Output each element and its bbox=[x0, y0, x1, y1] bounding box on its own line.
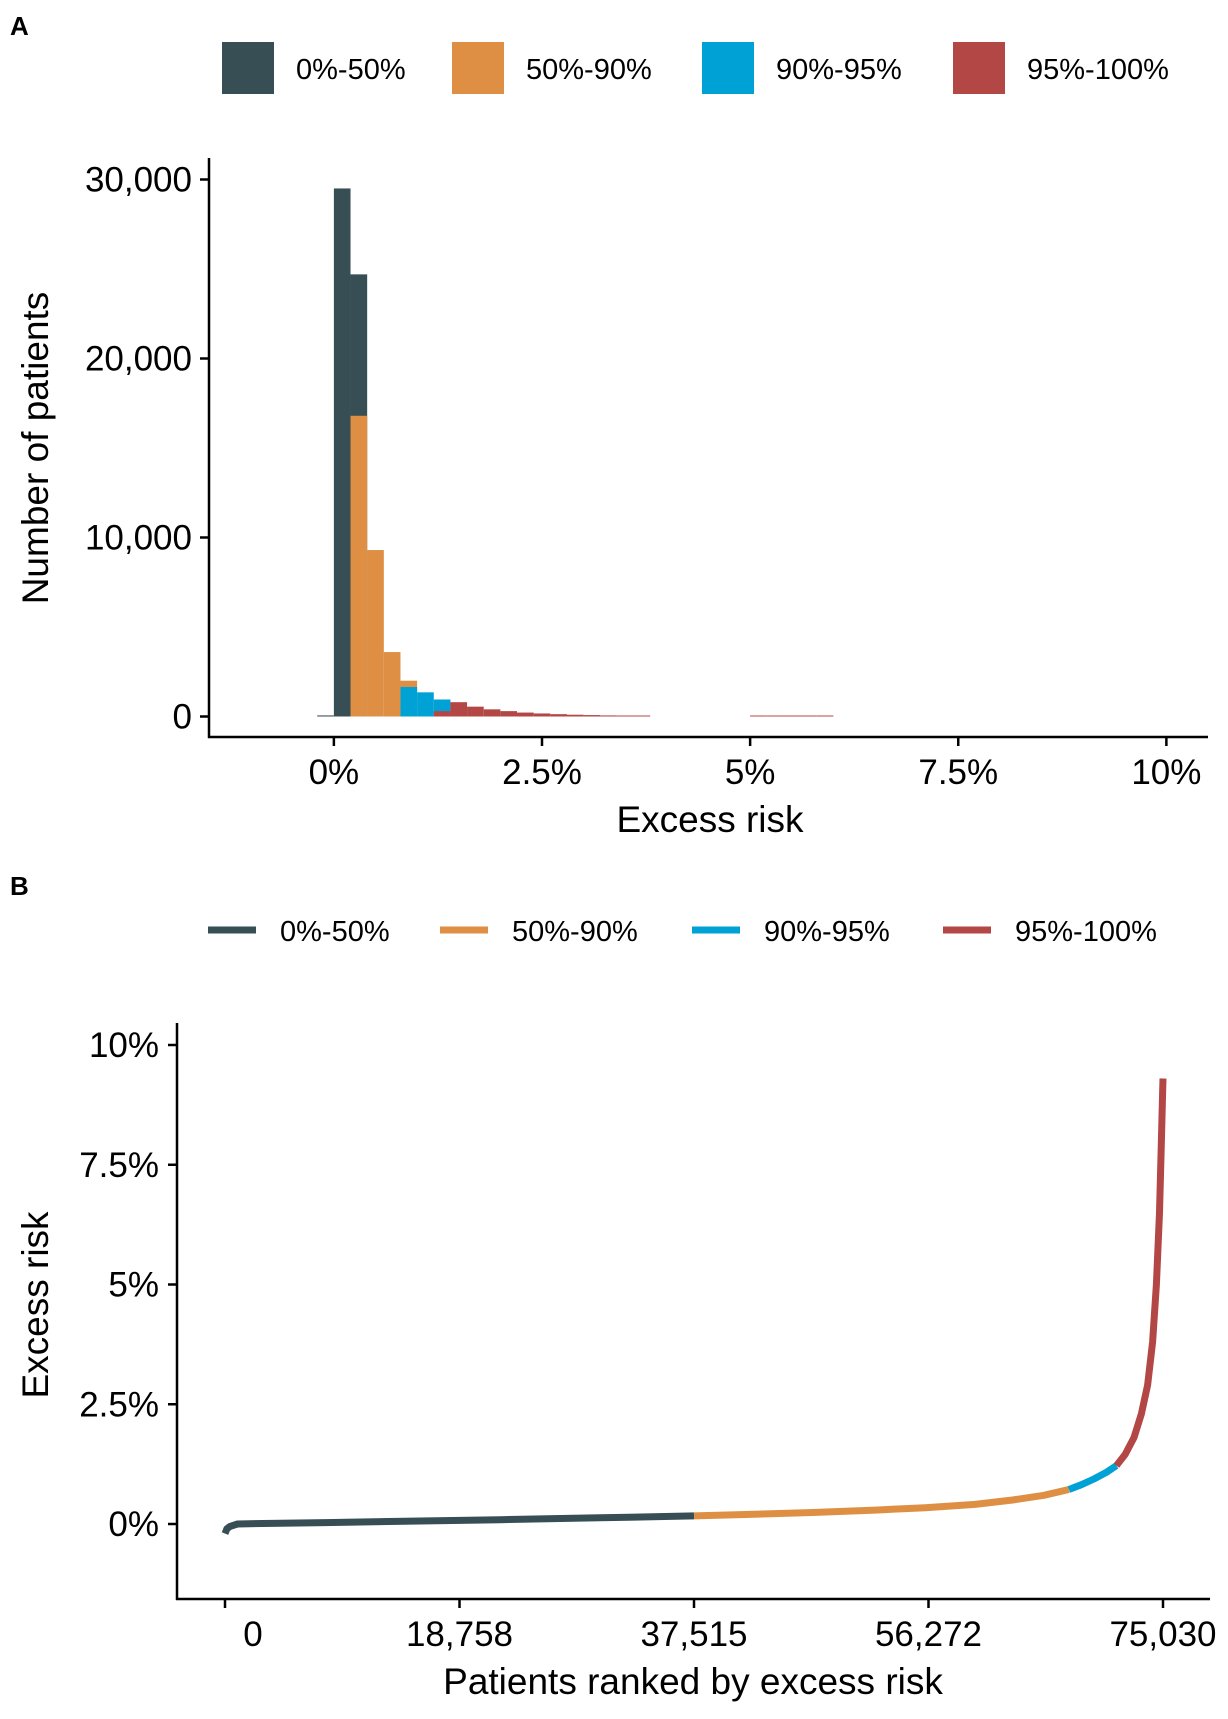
panel-a-legend: 0%-50% 50%-90% 90%-95% 95%-100% bbox=[222, 42, 1169, 94]
histogram-bar-95pct-100pct-10 bbox=[433, 711, 451, 717]
histogram-bar-95pct-100pct-17 bbox=[550, 714, 567, 717]
legend-a-key-0pct-50pct bbox=[222, 42, 274, 94]
panel-a-y-tick-label-2: 20,000 bbox=[85, 340, 192, 379]
panel-b-ticks: 0% 2.5% 5% 7.5% 10% 0 18,758 37,515 56,272 75,030 bbox=[79, 1026, 1216, 1654]
panel-a-y-tick-label-3: 30,000 bbox=[85, 161, 192, 200]
panel-b-y-tick-label-0: 0% bbox=[108, 1505, 159, 1544]
panel-b-lines bbox=[221, 1078, 1167, 1535]
legend-a-label-95pct-100pct: 95%-100% bbox=[1027, 54, 1169, 86]
histogram-bar-95pct-100pct-15 bbox=[517, 712, 534, 717]
histogram-bar-50pct-90pct-3 bbox=[350, 415, 368, 717]
panel-b-y-axis-title: Excess risk bbox=[15, 1211, 56, 1399]
panel-a-label: A bbox=[10, 11, 29, 41]
panel-b-x-tick-label-1: 18,758 bbox=[406, 1615, 513, 1654]
panel-a-x-tick-label-0: 0% bbox=[309, 753, 360, 792]
histogram-bar-95pct-100pct-21 bbox=[616, 715, 634, 717]
histogram-bar-95pct-100pct-12 bbox=[467, 706, 484, 717]
histogram-bar-95pct-100pct-13 bbox=[483, 709, 501, 717]
panel-a: A 0%-50% 50%-90% 90%-95% 95%-100% 0 10,000 20… bbox=[10, 11, 1208, 840]
panel-a-x-tick-label-3: 7.5% bbox=[918, 753, 998, 792]
panel-b-label: B bbox=[10, 871, 29, 901]
histogram-bar-95pct-100pct-18 bbox=[566, 714, 584, 717]
legend-a-label-90pct-95pct: 90%-95% bbox=[776, 54, 902, 86]
panel-a-x-tick-label-4: 10% bbox=[1131, 753, 1201, 792]
panel-b-y-tick-label-4: 10% bbox=[89, 1026, 159, 1065]
panel-a-y-tick-label-1: 10,000 bbox=[85, 519, 192, 558]
panel-b-y-tick-label-1: 2.5% bbox=[79, 1385, 159, 1424]
histogram-bar-95pct-100pct-22 bbox=[633, 715, 651, 717]
histogram-bar-95pct-100pct-24 bbox=[766, 715, 784, 717]
histogram-bar-95pct-100pct-14 bbox=[500, 711, 518, 717]
panel-a-axes bbox=[207, 158, 1208, 739]
legend-b-label-50pct-90pct: 50%-90% bbox=[512, 916, 638, 948]
panel-b-x-tick-label-3: 56,272 bbox=[875, 1615, 982, 1654]
panel-b-y-tick-label-2: 5% bbox=[108, 1266, 159, 1305]
histogram-bar-95pct-100pct-25 bbox=[783, 715, 801, 717]
legend-a-label-0pct-50pct: 0%-50% bbox=[296, 54, 406, 86]
histogram-bar-95pct-100pct-16 bbox=[533, 713, 551, 717]
histogram-bar-90pct-95pct-7 bbox=[400, 686, 418, 717]
legend-a-key-50pct-90pct bbox=[452, 42, 504, 94]
legend-a-key-95pct-100pct bbox=[953, 42, 1005, 94]
panel-b-x-axis-title: Patients ranked by excess risk bbox=[443, 1661, 943, 1702]
panel-b-x-tick-label-4: 75,030 bbox=[1109, 1615, 1216, 1654]
panel-a-x-tick-label-1: 2.5% bbox=[502, 753, 582, 792]
histogram-bar-95pct-100pct-19 bbox=[583, 715, 601, 717]
panel-a-y-tick-label-0: 0 bbox=[173, 698, 192, 737]
histogram-bar-50pct-90pct-4 bbox=[367, 550, 384, 717]
panel-b: B 0%-50% 50%-90% 90%-95% 95%-100% 0% 2.5% 5% 7… bbox=[10, 871, 1217, 1702]
panel-a-ticks: 0 10,000 20,000 30,000 0% 2.5% 5% 7.5% 10% bbox=[85, 161, 1201, 793]
histogram-bar-50pct-90pct-5 bbox=[383, 652, 401, 717]
legend-b-label-95pct-100pct: 95%-100% bbox=[1015, 916, 1157, 948]
ranked-line-90pct-95pct bbox=[1067, 1462, 1119, 1493]
panel-a-bars bbox=[317, 188, 834, 717]
panel-b-x-tick-label-0: 0 bbox=[243, 1615, 262, 1654]
histogram-bar-95pct-100pct-20 bbox=[600, 715, 617, 717]
panel-a-x-tick-label-2: 5% bbox=[725, 753, 776, 792]
legend-a-key-90pct-95pct bbox=[702, 42, 754, 94]
histogram-bar-0pct-50pct-0 bbox=[317, 715, 334, 717]
histogram-bar-95pct-100pct-26 bbox=[800, 715, 817, 717]
legend-a-label-50pct-90pct: 50%-90% bbox=[526, 54, 652, 86]
panel-a-x-axis-title: Excess risk bbox=[616, 799, 804, 840]
ranked-line-0pct-50pct bbox=[221, 1512, 695, 1535]
histogram-bar-95pct-100pct-27 bbox=[816, 715, 834, 717]
legend-b-label-0pct-50pct: 0%-50% bbox=[280, 916, 390, 948]
panel-b-legend: 0%-50% 50%-90% 90%-95% 95%-100% bbox=[208, 916, 1157, 948]
panel-b-y-tick-label-3: 7.5% bbox=[79, 1146, 159, 1185]
histogram-bar-95pct-100pct-11 bbox=[450, 702, 468, 717]
panel-b-x-tick-label-2: 37,515 bbox=[640, 1615, 747, 1654]
ranked-line-95pct-100pct bbox=[1113, 1078, 1167, 1468]
legend-b-label-90pct-95pct: 90%-95% bbox=[764, 916, 890, 948]
panel-a-y-axis-title: Number of patients bbox=[15, 292, 56, 605]
ranked-line-50pct-90pct bbox=[693, 1486, 1070, 1520]
histogram-bar-90pct-95pct-8 bbox=[417, 692, 434, 717]
histogram-bar-0pct-50pct-1 bbox=[333, 188, 351, 717]
histogram-bar-95pct-100pct-23 bbox=[750, 715, 767, 717]
